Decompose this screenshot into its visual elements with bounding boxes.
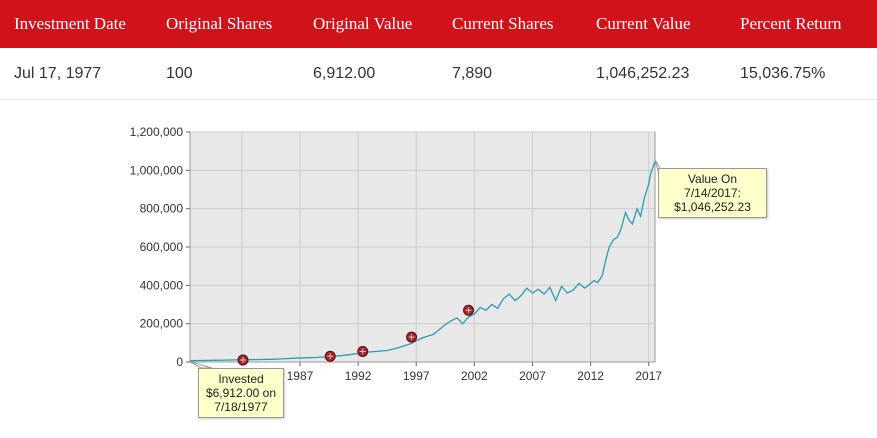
current-value-callout-line-3: $1,046,252.23 xyxy=(674,200,751,214)
invested-callout-line-1: Invested xyxy=(218,372,264,386)
y-tick-label: 800,000 xyxy=(140,202,184,216)
y-tick-label: 400,000 xyxy=(140,278,184,292)
current-value-callout-line-1: Value On xyxy=(687,172,738,186)
y-tick-label: 1,200,000 xyxy=(130,125,184,139)
original-shares-value: 100 xyxy=(152,48,299,100)
x-tick-label: 2002 xyxy=(461,369,488,383)
dividend-marker xyxy=(406,331,418,343)
dividend-marker xyxy=(463,304,475,316)
dividend-marker xyxy=(237,354,249,366)
summary-table: Investment Date Original Shares Original… xyxy=(0,0,877,100)
value-series-line xyxy=(189,161,656,362)
original-value-value: 6,912.00 xyxy=(299,48,438,100)
investment-growth-chart: 0 200,000 400,000 600,000 800,000 1,000,000 1,… xyxy=(0,100,877,438)
y-tick-label: 0 xyxy=(176,355,183,369)
current-shares-value: 7,890 xyxy=(438,48,582,100)
dividend-marker xyxy=(357,345,369,357)
invested-callout-line-2: $6,912.00 on xyxy=(205,386,277,400)
dividend-marker xyxy=(324,350,336,362)
x-tick-label: 2017 xyxy=(635,369,662,383)
current-value-callout-line-2: 7/14/2017: xyxy=(684,186,741,200)
percent-return-value: 15,036.75% xyxy=(726,48,877,100)
header-investment-date: Investment Date xyxy=(0,0,152,48)
x-tick-label: 2012 xyxy=(577,369,604,383)
current-value-value: 1,046,252.23 xyxy=(582,48,726,100)
header-original-value: Original Value xyxy=(299,0,438,48)
x-tick-label: 1997 xyxy=(403,369,430,383)
y-tick-label: 200,000 xyxy=(140,317,184,331)
x-tick-label: 1992 xyxy=(345,369,372,383)
x-tick-label: 2007 xyxy=(519,369,546,383)
investment-date-value: Jul 17, 1977 xyxy=(0,48,152,100)
chart-svg: 0 200,000 400,000 600,000 800,000 1,000,000 1,… xyxy=(130,125,663,383)
summary-row: Jul 17, 1977 100 6,912.00 7,890 1,046,25… xyxy=(0,48,877,100)
header-current-value: Current Value xyxy=(582,0,726,48)
current-value-callout: Value On 7/14/2017: $1,046,252.23 xyxy=(658,168,767,218)
y-tick-label: 600,000 xyxy=(140,240,184,254)
x-tick-label: 1987 xyxy=(287,369,314,383)
header-original-shares: Original Shares xyxy=(152,0,299,48)
header-percent-return: Percent Return xyxy=(726,0,877,48)
y-tick-label: 1,000,000 xyxy=(130,163,184,177)
summary-header-row: Investment Date Original Shares Original… xyxy=(0,0,877,48)
header-current-shares: Current Shares xyxy=(438,0,582,48)
invested-callout: Invested $6,912.00 on 7/18/1977 xyxy=(198,368,284,418)
invested-callout-line-3: 7/18/1977 xyxy=(214,400,268,414)
